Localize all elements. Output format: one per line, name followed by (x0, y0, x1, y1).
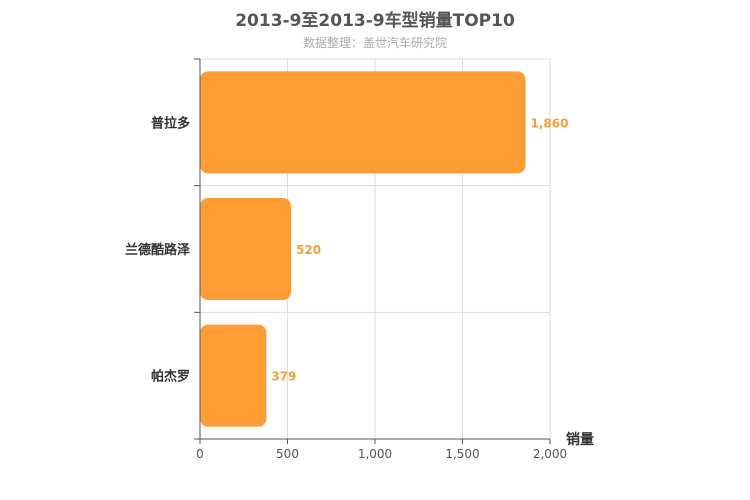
x-axis-title: 销量 (566, 431, 594, 448)
chart-title: 2013-9至2013-9车型销量TOP10 (235, 11, 515, 31)
x-tick-label: 1,000 (358, 447, 392, 461)
category-label: 兰德酷路泽 (125, 242, 191, 258)
value-label: 520 (296, 243, 321, 257)
bar-0 (200, 71, 526, 174)
x-tick-label: 500 (276, 447, 299, 461)
x-tick-label: 2,000 (533, 447, 567, 461)
x-tick-label: 1,500 (445, 447, 479, 461)
value-label: 379 (271, 370, 296, 384)
category-label: 普拉多 (151, 115, 190, 131)
x-tick-label: 0 (196, 447, 204, 461)
bar-1 (200, 198, 291, 300)
chart-subtitle: 数据整理：盖世汽车研究院 (302, 36, 447, 50)
value-label: 1,860 (531, 116, 569, 130)
bars: 1,860 520 379 (200, 71, 569, 427)
category-label: 帕杰罗 (151, 369, 190, 385)
bar-2 (200, 324, 267, 427)
